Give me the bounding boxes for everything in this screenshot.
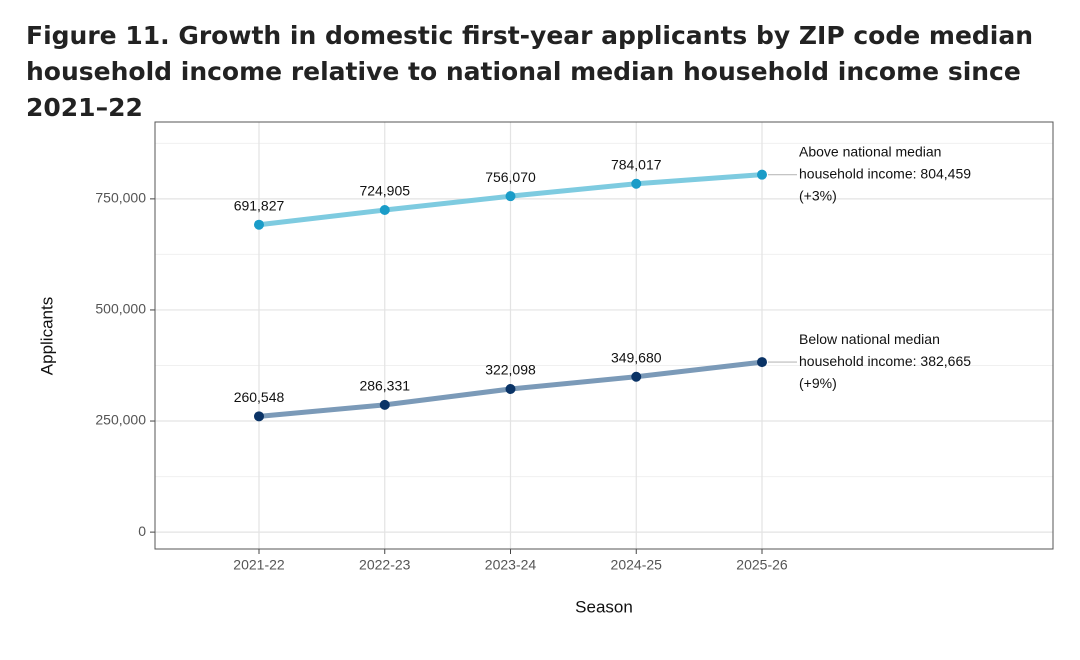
x-tick-label: 2025-26 <box>736 557 788 573</box>
data-label: 784,017 <box>611 156 662 172</box>
x-axis-label: Season <box>575 597 633 616</box>
data-label: 691,827 <box>234 197 285 213</box>
y-tick-label: 750,000 <box>95 190 146 206</box>
point <box>631 178 642 189</box>
data-label: 724,905 <box>359 183 410 199</box>
data-label: 756,070 <box>485 169 536 185</box>
point <box>505 191 516 202</box>
data-label: 260,548 <box>234 389 285 405</box>
annotation: household income: 804,459 <box>799 165 971 181</box>
y-tick-label: 0 <box>138 523 146 539</box>
y-axis-label: Applicants <box>37 297 56 375</box>
point <box>757 169 767 180</box>
data-label: 322,098 <box>485 362 536 378</box>
data-label: 349,680 <box>611 349 662 365</box>
annotation: (+9%) <box>799 375 837 391</box>
x-tick-label: 2024-25 <box>611 557 663 573</box>
y-tick-label: 250,000 <box>95 412 146 428</box>
annotation: household income: 382,665 <box>799 353 971 369</box>
data-label: 286,331 <box>359 378 410 394</box>
point <box>631 371 642 382</box>
annotation: (+3%) <box>799 187 837 203</box>
x-tick-label: 2023-24 <box>485 557 537 573</box>
point <box>254 219 264 230</box>
plot-frame <box>154 121 1054 550</box>
point <box>254 411 264 422</box>
annotation: Above national median <box>799 143 941 159</box>
point <box>379 399 390 410</box>
point <box>505 383 516 394</box>
point <box>757 357 767 368</box>
x-tick-label: 2022-23 <box>359 557 411 573</box>
x-tick-label: 2021-22 <box>233 557 285 573</box>
point <box>379 205 390 216</box>
annotation: Below national median <box>799 331 940 347</box>
y-tick-label: 500,000 <box>95 301 146 317</box>
chart-title: Figure 11. Growth in domestic first-year… <box>26 21 1034 122</box>
